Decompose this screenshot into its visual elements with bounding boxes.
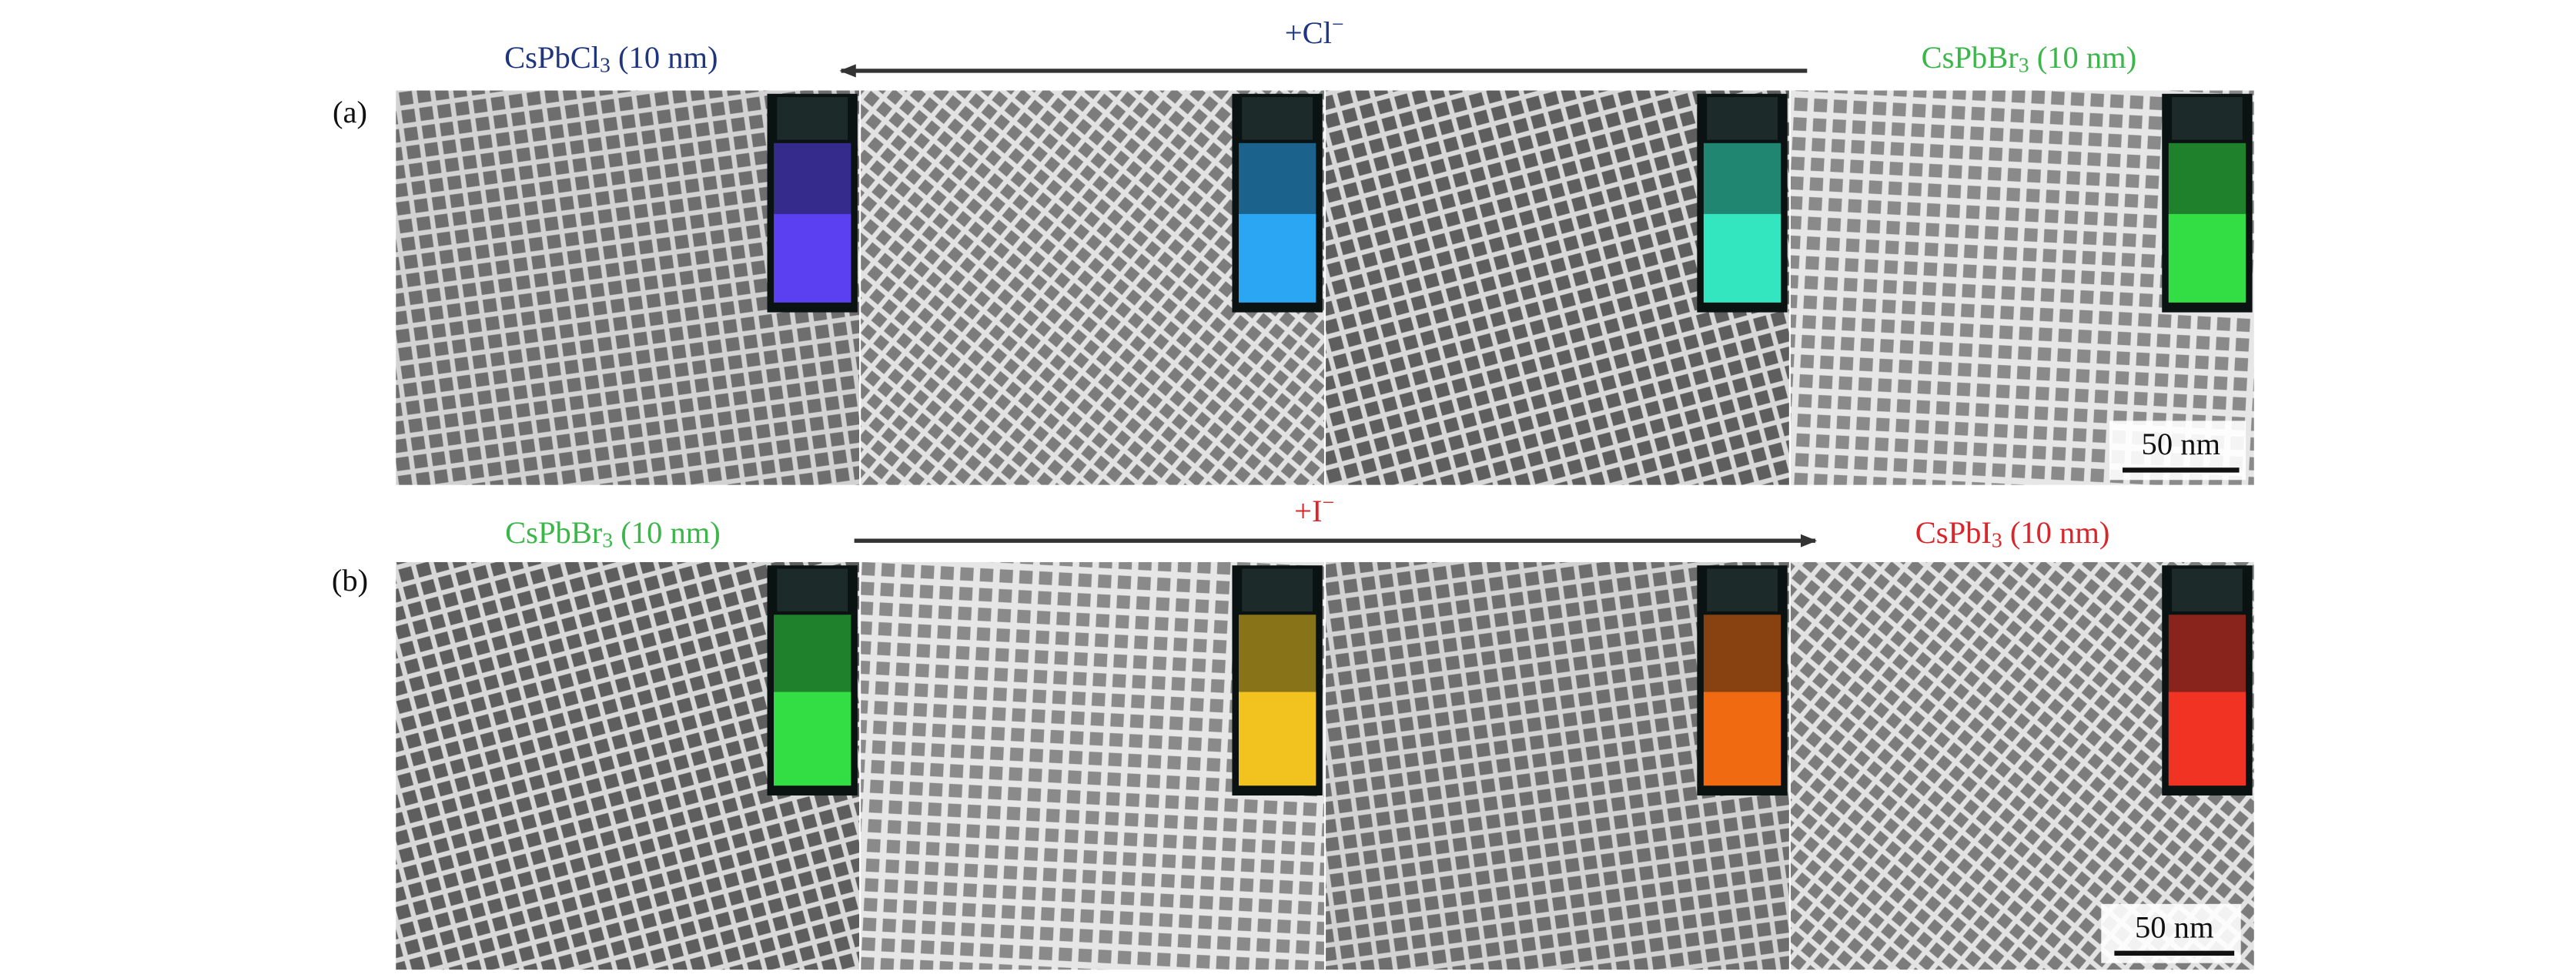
compound-label: CsPbBr3 (10 nm) [1922, 40, 2137, 78]
vial-cap [1242, 97, 1313, 140]
subscript: 3 [2019, 54, 2029, 78]
vial-liquid [1703, 692, 1781, 786]
panel-label: (b) [332, 563, 368, 598]
charge: − [1332, 13, 1344, 37]
ion: +Cl [1285, 15, 1332, 50]
compound-label: CsPbCl3 (10 nm) [504, 40, 718, 78]
formula: CsPbI [1915, 515, 1992, 550]
vial-liquid [1238, 213, 1316, 303]
subscript: 3 [1992, 529, 2002, 553]
vial-liquid [2168, 213, 2246, 303]
vial-cap [1707, 568, 1778, 611]
compound-label: CsPbBr3 (10 nm) [505, 515, 721, 553]
vial-cap [777, 568, 848, 611]
vial-cap [2172, 568, 2243, 611]
vial-cap [777, 97, 848, 140]
formula: CsPbCl [504, 40, 600, 75]
vial-liquid [1703, 213, 1781, 303]
size: (10 nm) [2029, 40, 2137, 75]
scale-bar-label: 50 nm [2142, 427, 2220, 461]
vial-cap [1242, 568, 1313, 611]
ion: +I [1294, 494, 1322, 528]
vial-liquid [2168, 692, 2246, 786]
panel-label: (a) [333, 95, 367, 129]
size: (10 nm) [613, 515, 721, 550]
formula: CsPbBr [505, 515, 603, 550]
vial-liquid [774, 213, 851, 303]
vial-liquid [774, 692, 851, 786]
subscript: 3 [600, 54, 611, 78]
scale-bar-label: 50 nm [2135, 909, 2213, 944]
compound-label: CsPbI3 (10 nm) [1915, 515, 2110, 553]
size: (10 nm) [2002, 515, 2110, 550]
charge: − [1322, 491, 1334, 515]
vial-cap [2172, 97, 2243, 140]
ion-label: +Cl− [1285, 13, 1344, 51]
vial-cap [1707, 97, 1778, 140]
ion-label: +I− [1294, 491, 1334, 529]
size: (10 nm) [611, 40, 718, 75]
subscript: 3 [602, 529, 613, 553]
vial-liquid [1238, 692, 1316, 786]
formula: CsPbBr [1922, 40, 2019, 75]
